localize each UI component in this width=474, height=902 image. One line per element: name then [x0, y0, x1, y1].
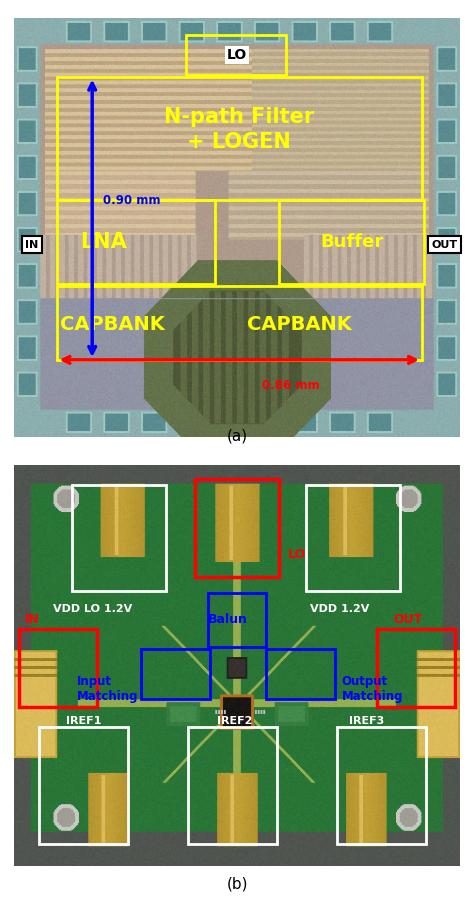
Text: OUT: OUT	[431, 240, 457, 250]
Text: IREF2: IREF2	[217, 716, 253, 726]
Bar	[337, 727, 427, 844]
Bar	[208, 593, 266, 647]
Text: 0.86 mm: 0.86 mm	[262, 379, 319, 391]
Text: CAPBANK: CAPBANK	[247, 315, 352, 334]
Text: IREF1: IREF1	[65, 716, 101, 726]
Text: CAPBANK: CAPBANK	[60, 315, 164, 334]
Text: VDD LO 1.2V: VDD LO 1.2V	[53, 604, 132, 614]
Text: Output
Matching: Output Matching	[342, 676, 403, 704]
Bar	[186, 35, 286, 75]
Bar	[56, 200, 215, 284]
Bar	[18, 629, 97, 707]
Bar	[266, 649, 335, 699]
Text: IREF3: IREF3	[348, 716, 384, 726]
Text: 0.90 mm: 0.90 mm	[103, 194, 161, 207]
Text: IN: IN	[25, 612, 40, 626]
Bar	[195, 479, 279, 577]
Text: Input
Matching: Input Matching	[77, 676, 138, 704]
Bar	[279, 200, 424, 284]
Text: OUT: OUT	[393, 612, 422, 626]
Bar	[56, 287, 422, 360]
Bar	[72, 484, 166, 591]
Text: VDD 1.2V: VDD 1.2V	[310, 604, 369, 614]
Bar	[39, 727, 128, 844]
Bar	[141, 649, 210, 699]
Bar	[306, 484, 400, 591]
Text: N-path Filter
+ LOGEN: N-path Filter + LOGEN	[164, 106, 314, 152]
Bar	[56, 77, 422, 200]
Bar	[377, 629, 456, 707]
Text: (a): (a)	[227, 428, 247, 444]
Text: IN: IN	[26, 240, 39, 250]
Text: (b): (b)	[226, 876, 248, 891]
Text: LO: LO	[288, 548, 306, 561]
Text: LO: LO	[227, 48, 247, 62]
Text: Buffer: Buffer	[320, 234, 383, 252]
Text: LNA: LNA	[80, 233, 127, 253]
Text: Balun: Balun	[208, 612, 248, 626]
Bar	[188, 727, 277, 844]
